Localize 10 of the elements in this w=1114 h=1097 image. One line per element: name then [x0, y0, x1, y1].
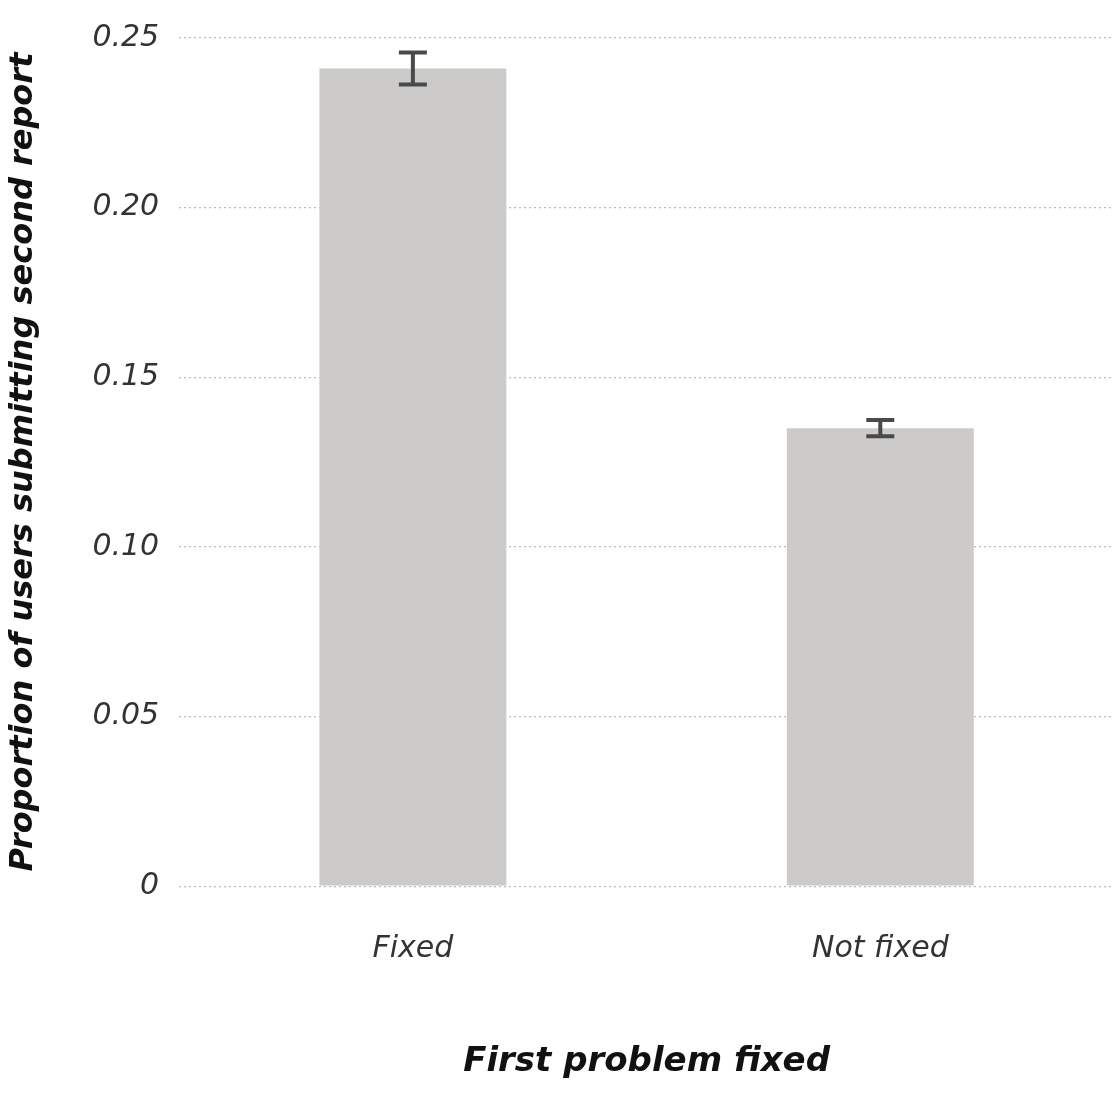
- y-axis-title: Proportion of users submitting second report: [1, 50, 40, 872]
- y-tick-label: 0.15: [92, 357, 160, 393]
- x-axis-title: First problem fixed: [463, 1039, 831, 1080]
- y-tick-label: 0.25: [92, 17, 160, 53]
- x-tick-label: Not fixed: [811, 929, 950, 964]
- y-tick-label: 0.20: [92, 187, 160, 223]
- y-tick-label: 0: [140, 866, 160, 901]
- x-tick-label: Fixed: [372, 929, 455, 964]
- y-tick-label: 0.05: [92, 696, 160, 732]
- y-tick-label: 0.10: [92, 526, 160, 562]
